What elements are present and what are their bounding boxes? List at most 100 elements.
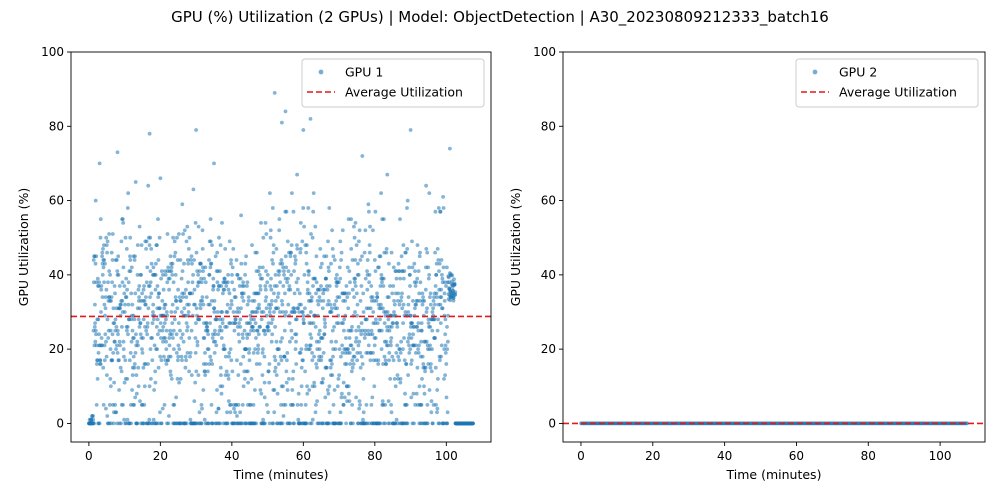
data-point [198, 306, 203, 311]
data-point [387, 351, 392, 355]
data-point [388, 284, 392, 288]
data-point [272, 291, 276, 296]
data-point [327, 269, 331, 273]
data-point [268, 228, 273, 233]
data-point [188, 354, 192, 359]
data-point [321, 299, 326, 303]
data-point [395, 373, 400, 377]
data-point [164, 328, 169, 333]
data-point [300, 239, 305, 244]
data-point [426, 362, 431, 366]
data-point [104, 287, 109, 292]
data-point [280, 421, 285, 426]
x-tick-label: 80 [861, 449, 876, 463]
data-point [147, 131, 152, 136]
data-point [137, 224, 142, 229]
data-point [112, 380, 116, 385]
data-point [179, 276, 184, 281]
data-point [202, 336, 207, 340]
data-point [253, 321, 258, 325]
data-point [420, 354, 425, 359]
data-point [378, 254, 383, 259]
data-point [340, 351, 345, 355]
data-point [236, 332, 241, 337]
data-point [452, 282, 457, 287]
data-point [369, 284, 374, 288]
data-point [237, 284, 242, 288]
data-point [268, 306, 272, 311]
data-point [149, 291, 154, 296]
data-point [193, 302, 197, 307]
data-point [164, 339, 169, 344]
data-point [288, 421, 292, 426]
data-point [301, 313, 306, 318]
data-point [386, 343, 390, 348]
data-point [376, 358, 381, 363]
data-point [220, 221, 224, 225]
data-point [410, 321, 415, 325]
data-point [228, 403, 233, 407]
data-point [237, 321, 241, 325]
data-point [297, 310, 301, 314]
data-point [378, 421, 383, 426]
data-point [387, 421, 392, 426]
data-point [145, 265, 150, 270]
data-point [144, 280, 149, 285]
data-point [304, 261, 309, 266]
data-point [291, 209, 296, 214]
data-point [435, 388, 440, 392]
data-point [354, 291, 359, 296]
data-point [387, 358, 391, 363]
data-point [416, 269, 421, 273]
data-point [102, 302, 107, 307]
data-point [253, 388, 257, 392]
data-point [126, 302, 131, 307]
data-point [332, 388, 337, 392]
data-point [130, 373, 135, 377]
data-point [212, 161, 216, 166]
data-point [136, 365, 141, 370]
data-point [367, 273, 372, 277]
data-point [94, 254, 99, 259]
data-point [189, 328, 194, 333]
data-point [203, 373, 208, 377]
data-point [108, 347, 113, 351]
data-point [166, 358, 170, 363]
data-point [265, 280, 270, 285]
data-point [243, 261, 248, 266]
data-point [426, 317, 431, 322]
data-point [103, 332, 108, 337]
data-point [163, 273, 168, 277]
data-point [144, 328, 149, 333]
data-point [324, 276, 328, 281]
data-point [443, 343, 448, 348]
data-point [171, 328, 176, 333]
data-point [401, 302, 406, 307]
data-point [256, 343, 260, 348]
data-point [413, 284, 418, 288]
data-point [212, 299, 217, 303]
data-point [279, 258, 284, 262]
data-point [298, 250, 303, 255]
data-point [263, 287, 268, 292]
data-point [104, 354, 109, 359]
data-point [286, 302, 291, 307]
data-point [114, 325, 119, 329]
data-point [208, 217, 213, 222]
data-point [246, 299, 251, 303]
data-point [255, 250, 259, 255]
data-point [226, 377, 231, 381]
data-point [239, 261, 244, 266]
data-point [362, 250, 367, 255]
data-point [345, 295, 350, 299]
data-point [91, 417, 96, 422]
chart-panel-gpu-2: 0 20 40 60 80 100 0 20 40 60 80 100 Time (minutes) GP… [508, 45, 986, 482]
data-point [327, 410, 332, 415]
data-point [212, 351, 217, 355]
data-point [354, 328, 359, 333]
data-point [423, 287, 428, 292]
data-point [389, 403, 393, 407]
data-point [403, 310, 408, 314]
data-point [309, 299, 314, 303]
data-point [364, 403, 369, 407]
